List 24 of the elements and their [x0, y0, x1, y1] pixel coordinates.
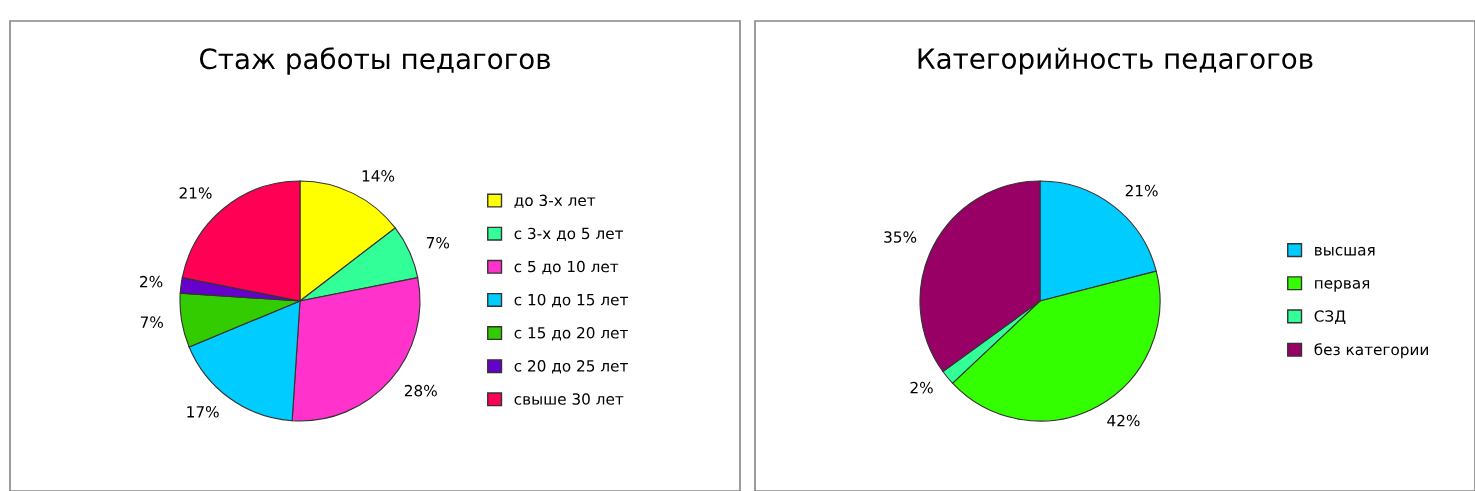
data-label: 17% — [187, 406, 219, 418]
legend-label: свыше 30 лет — [514, 393, 624, 405]
legend-label: без категории — [1314, 343, 1428, 359]
legend-label: первая — [1315, 279, 1370, 292]
legend-label: СЗД — [1314, 310, 1346, 325]
legend-label: высшая — [1315, 246, 1375, 256]
data-label: 7% — [426, 236, 450, 249]
data-label: 14% — [362, 170, 395, 182]
legend-label: до 3-х лет — [514, 194, 596, 208]
data-label: 2% — [910, 381, 933, 394]
legend-label: с 10 до 15 лет — [514, 293, 628, 308]
data-label: 2% — [140, 275, 163, 288]
data-label: 21% — [1125, 184, 1158, 197]
legend-label: с 3-х до 5 лет — [514, 227, 624, 242]
legend-label: с 5 до 10 лет — [514, 260, 619, 275]
legend-label: с 15 до 20 лет — [514, 327, 628, 341]
chart-title: Категорийность педагогов — [918, 47, 1313, 75]
data-label: 7% — [140, 316, 163, 328]
data-label: 21% — [179, 187, 212, 199]
data-label: 42% — [1107, 414, 1140, 427]
data-label: 28% — [404, 384, 437, 397]
data-label: 35% — [884, 231, 917, 243]
chart-title: Стаж работы педагогов — [199, 47, 550, 75]
legend-label: с 20 до 25 лет — [514, 360, 628, 374]
